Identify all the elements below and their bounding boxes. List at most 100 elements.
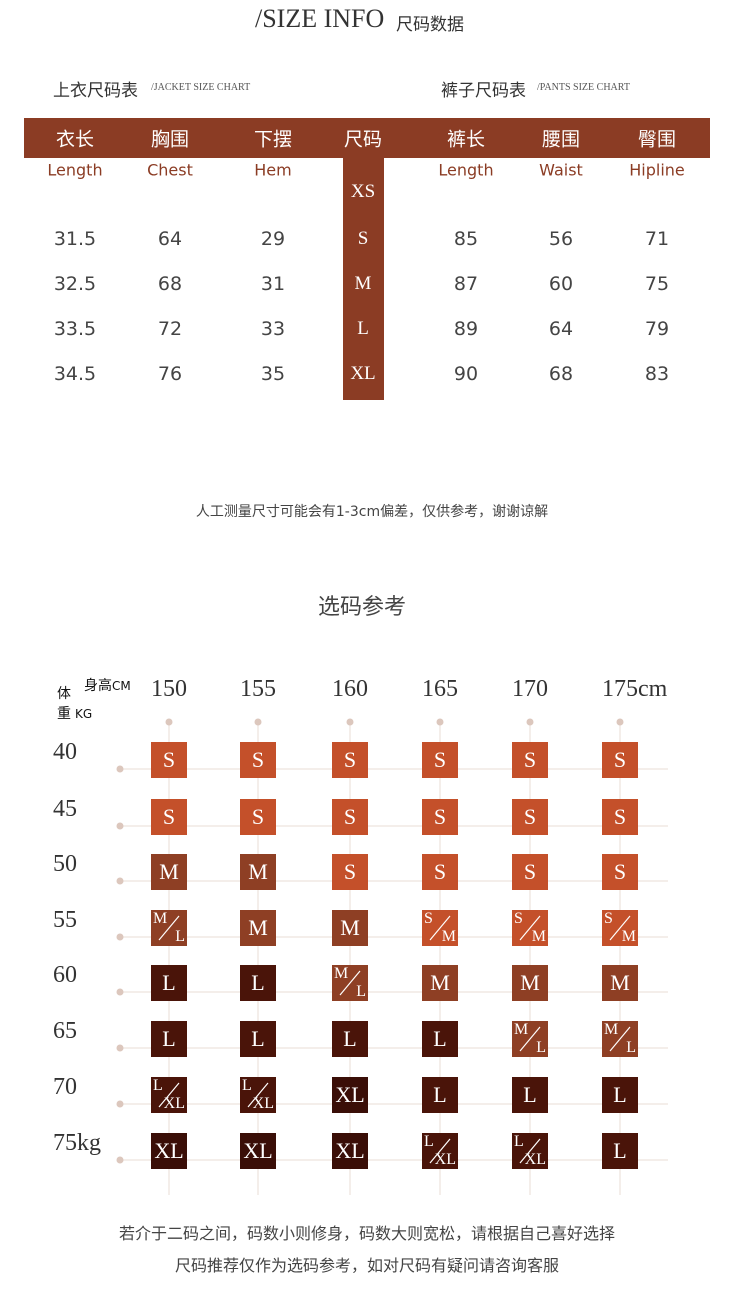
cell: 75 bbox=[644, 273, 670, 295]
cell: 31 bbox=[260, 273, 286, 295]
size-cell: S bbox=[512, 742, 548, 778]
cell: 35 bbox=[260, 363, 286, 385]
weight: 55 bbox=[53, 907, 77, 933]
note: 人工测量尺寸可能会有1-3cm偏差，仅供参考，谢谢谅解 bbox=[195, 504, 549, 520]
cell: 89 bbox=[453, 318, 479, 340]
dot bbox=[116, 877, 124, 885]
weight: 60 bbox=[53, 962, 77, 988]
size-part: M bbox=[621, 928, 636, 945]
size-part: M bbox=[531, 928, 546, 945]
dot bbox=[116, 933, 124, 941]
size-cell: S bbox=[512, 854, 548, 890]
cell: 83 bbox=[644, 363, 670, 385]
cell: 71 bbox=[644, 228, 670, 250]
dot bbox=[116, 765, 124, 773]
header-zh: 下摆 bbox=[253, 128, 293, 151]
dot bbox=[436, 718, 444, 726]
weight: 40 bbox=[53, 739, 77, 765]
divider bbox=[609, 1026, 631, 1052]
size-cell: M bbox=[512, 965, 548, 1001]
divider bbox=[429, 1138, 451, 1164]
jacket-subtitle: /JACKET SIZE CHART bbox=[151, 82, 251, 93]
footer-line2: 尺码推荐仅作为选码参考，如对尺码有疑问请咨询客服 bbox=[174, 1256, 560, 1275]
pants-title: 裤子尺码表 bbox=[441, 81, 526, 101]
cell: 32.5 bbox=[53, 273, 97, 295]
size-part: M bbox=[153, 910, 168, 927]
cell: 79 bbox=[644, 318, 670, 340]
cell: 34.5 bbox=[53, 363, 97, 385]
size-cell: S bbox=[422, 742, 458, 778]
size-cell: S bbox=[422, 854, 458, 890]
cell: 33 bbox=[260, 318, 286, 340]
divider bbox=[158, 915, 180, 941]
size-cell: XL bbox=[332, 1077, 368, 1113]
height-unit: CM bbox=[112, 679, 131, 693]
size-cell: M bbox=[332, 910, 368, 946]
size-part: M bbox=[334, 965, 349, 982]
size-cell: XL bbox=[240, 1133, 276, 1169]
size-part: L bbox=[153, 1077, 163, 1094]
cell: 29 bbox=[260, 228, 286, 250]
guide-title: 选码参考 bbox=[317, 595, 407, 620]
size: L bbox=[357, 318, 369, 339]
size-cell: XL bbox=[151, 1133, 187, 1169]
size-cell: L bbox=[422, 1021, 458, 1057]
divider bbox=[609, 915, 631, 941]
size-cell: S bbox=[151, 742, 187, 778]
jacket-title: 上衣尺码表 bbox=[53, 81, 138, 101]
header-en: Hipline bbox=[629, 160, 685, 180]
size-cell: L bbox=[151, 965, 187, 1001]
cell: 85 bbox=[453, 228, 479, 250]
cell: 33.5 bbox=[53, 318, 97, 340]
size-part: L bbox=[175, 928, 185, 945]
header-en: Length bbox=[438, 160, 494, 180]
divider bbox=[339, 970, 361, 996]
cell: 90 bbox=[453, 363, 479, 385]
cell: 87 bbox=[453, 273, 479, 295]
size-part: XL bbox=[163, 1095, 185, 1112]
size-cell: S bbox=[602, 854, 638, 890]
weight: 65 bbox=[53, 1018, 77, 1044]
height-label-text: 身高 bbox=[84, 678, 112, 694]
size-cell: L XL bbox=[512, 1133, 548, 1169]
size-cell: S bbox=[332, 854, 368, 890]
height: 150 bbox=[151, 676, 187, 702]
size-part: S bbox=[604, 910, 613, 927]
size-cell: L bbox=[332, 1021, 368, 1057]
header-zh: 裤长 bbox=[446, 128, 486, 151]
size: XL bbox=[350, 363, 376, 384]
size-cell: L bbox=[240, 965, 276, 1001]
size-cell: S bbox=[332, 742, 368, 778]
size-part: XL bbox=[252, 1095, 274, 1112]
size-part: S bbox=[514, 910, 523, 927]
weight: 50 bbox=[53, 851, 77, 877]
size-part: L bbox=[536, 1039, 546, 1056]
subtitle: 尺码数据 bbox=[396, 15, 464, 35]
weight: 75kg bbox=[53, 1130, 101, 1156]
size-cell: L XL bbox=[151, 1077, 187, 1113]
size: XS bbox=[350, 181, 376, 202]
size-cell: S bbox=[602, 799, 638, 835]
size-cell: M bbox=[240, 910, 276, 946]
size-cell: S bbox=[151, 799, 187, 835]
dot bbox=[116, 988, 124, 996]
cell: 72 bbox=[157, 318, 183, 340]
height: 165 bbox=[422, 676, 458, 702]
size-column bbox=[343, 118, 384, 400]
size-cell: S bbox=[422, 799, 458, 835]
size-part: L bbox=[626, 1039, 636, 1056]
weight: 45 bbox=[53, 796, 77, 822]
weight: 70 bbox=[53, 1074, 77, 1100]
divider bbox=[429, 915, 451, 941]
size-cell: S bbox=[240, 742, 276, 778]
size-part: L bbox=[424, 1133, 434, 1150]
size-cell: L bbox=[240, 1021, 276, 1057]
dot bbox=[116, 1156, 124, 1164]
size-cell: L bbox=[422, 1077, 458, 1113]
